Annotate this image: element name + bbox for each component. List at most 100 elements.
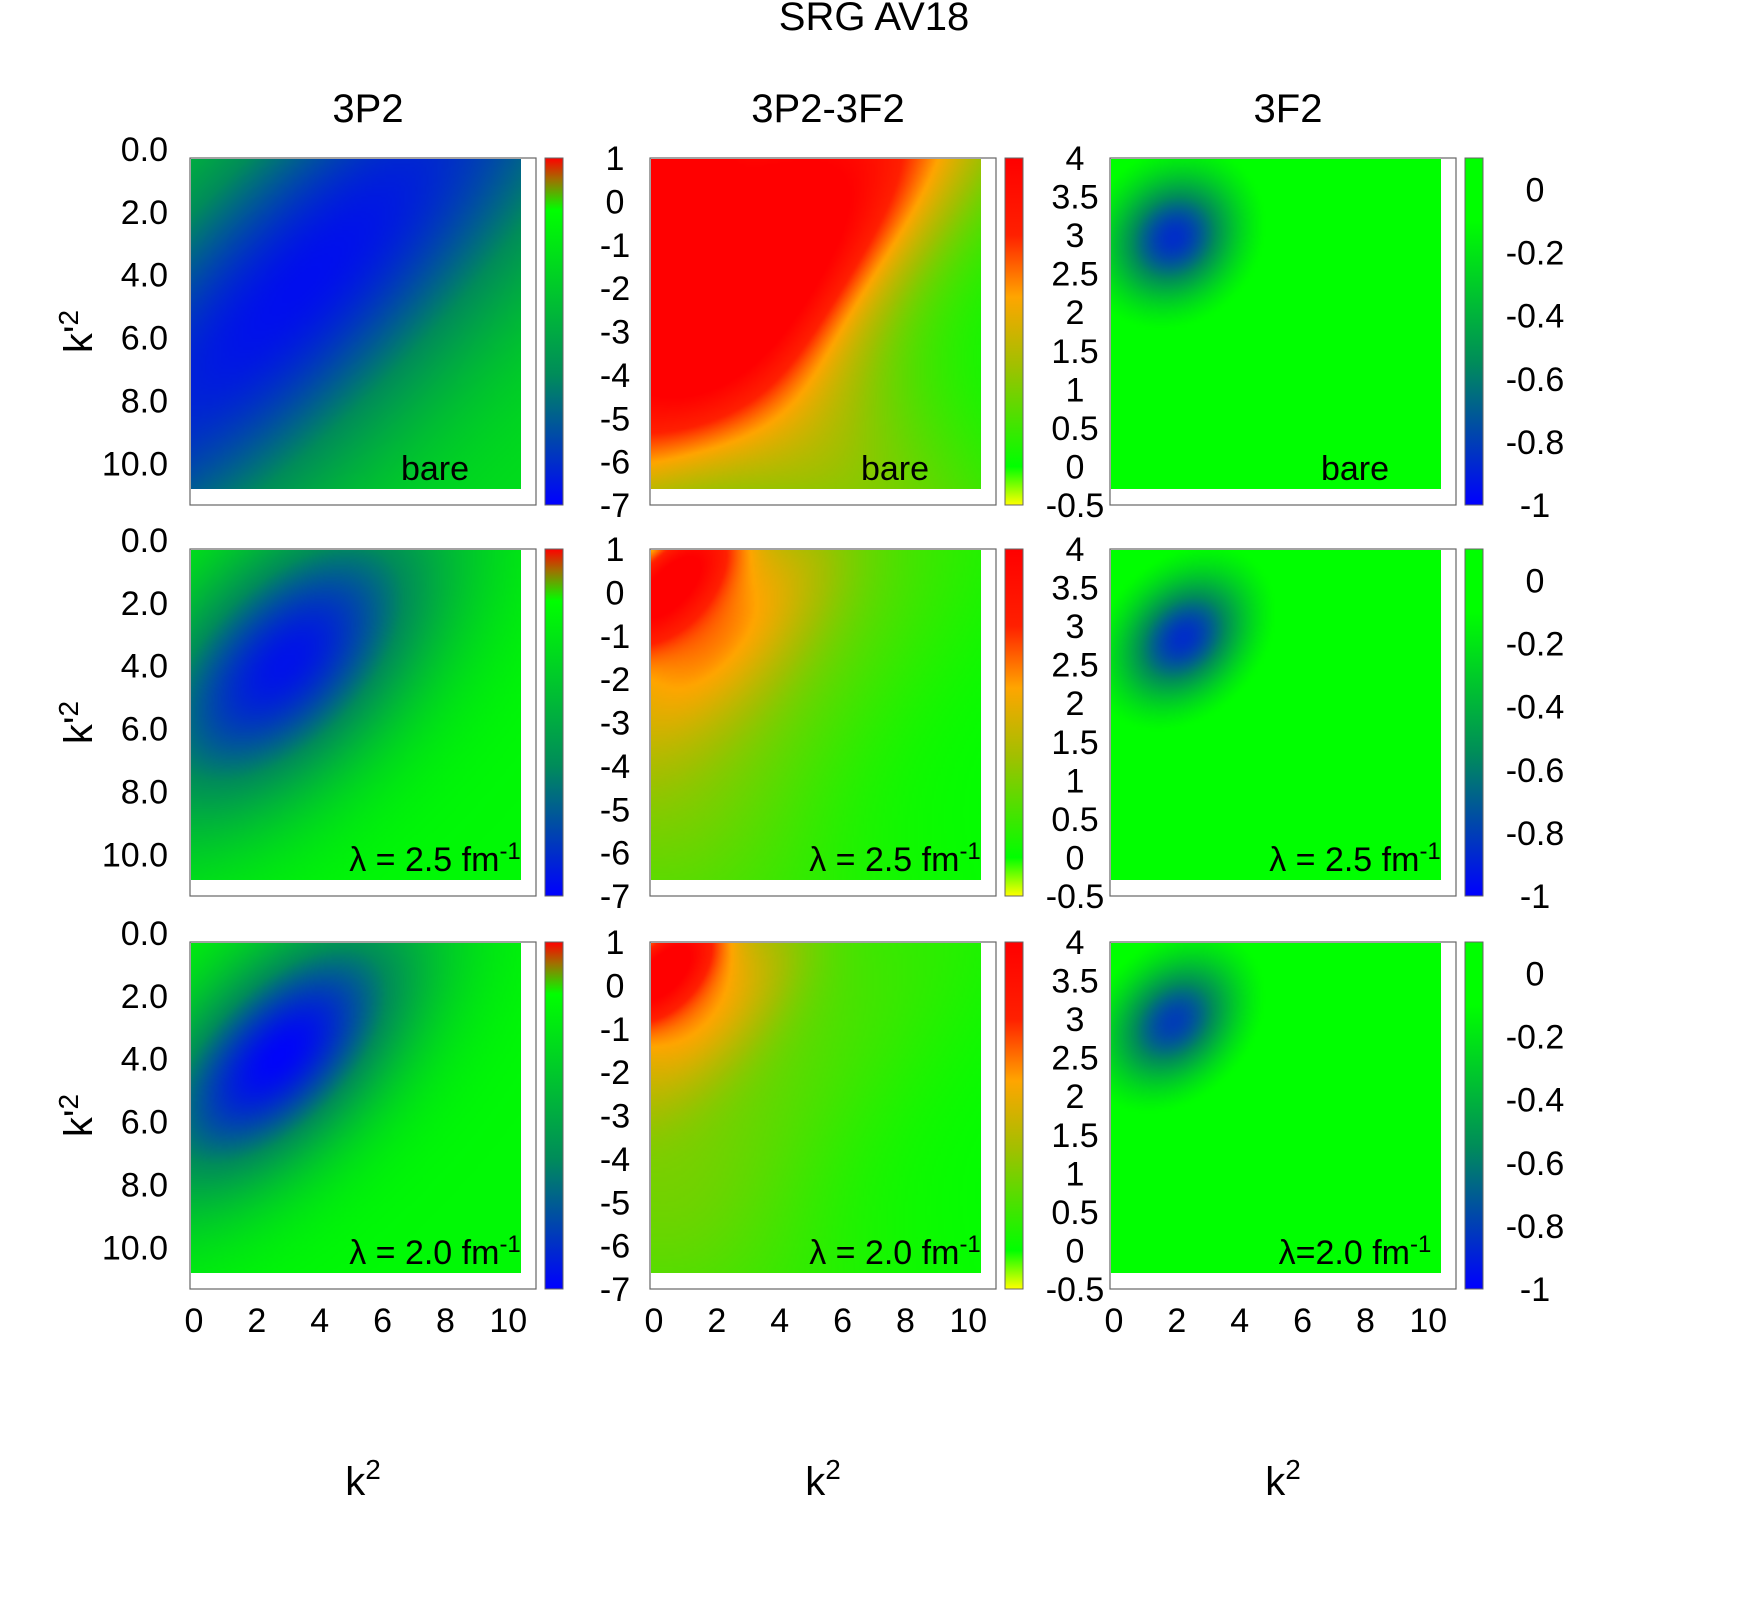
heatmap-image bbox=[1111, 943, 1441, 1273]
colorbar-tick-label: -0.6 bbox=[1506, 361, 1565, 399]
x-tick-label: 2 bbox=[247, 1302, 266, 1340]
y-tick-label: 8.0 bbox=[121, 773, 168, 811]
colorbar-tick-label: 2 bbox=[1066, 294, 1085, 332]
colorbar-tick-label: -0.2 bbox=[1506, 1019, 1565, 1057]
colorbar-tick-label: -0.5 bbox=[1046, 487, 1105, 525]
heatmap-panel: bare 0 -0.2 -0.4 -0.6 -0.8 -1 bbox=[1109, 157, 1565, 525]
colorbar-tick-label: -0.8 bbox=[1506, 424, 1565, 462]
x-axis-label: k2 bbox=[805, 1454, 841, 1504]
colorbar-tick-label: -0.5 bbox=[1046, 1271, 1105, 1309]
colorbar bbox=[1004, 157, 1024, 506]
colorbar-tick-label: 4 bbox=[1066, 140, 1085, 178]
colorbar-tick-label: 2 bbox=[1066, 1078, 1085, 1116]
x-tick-label: 0 bbox=[185, 1302, 204, 1340]
heatmap-image bbox=[1111, 550, 1441, 880]
colorbar-tick-label: 3.5 bbox=[1051, 570, 1098, 608]
y-tick-label: 10.0 bbox=[102, 1229, 168, 1267]
colorbar-tick-label: 1 bbox=[606, 140, 625, 178]
colorbar-tick-label: 0 bbox=[1526, 956, 1545, 994]
colorbar-tick-label: -6 bbox=[600, 1228, 630, 1266]
y-axis-label: k'2 bbox=[53, 1094, 101, 1137]
colorbar-tick-label: -0.8 bbox=[1506, 1208, 1565, 1246]
y-tick-label: 8.0 bbox=[121, 1166, 168, 1204]
colorbar bbox=[544, 157, 564, 506]
colorbar-tick-label: -7 bbox=[600, 1271, 630, 1309]
panel-label: λ = 2.5 fm-1 bbox=[1269, 838, 1441, 879]
colorbar-tick-label: -1 bbox=[600, 1011, 630, 1049]
colorbar-tick-label: -1 bbox=[1520, 1271, 1550, 1309]
colorbar bbox=[1464, 157, 1484, 506]
colorbar-tick-label: 2.5 bbox=[1051, 256, 1098, 294]
colorbar bbox=[1464, 548, 1484, 897]
colorbar-tick-label: 3.5 bbox=[1051, 179, 1098, 217]
colorbar-tick-label: 2.5 bbox=[1051, 647, 1098, 685]
y-tick-label: 0.0 bbox=[121, 522, 168, 560]
colorbar-tick-label: 4 bbox=[1066, 924, 1085, 962]
colorbar-tick-label: 1.5 bbox=[1051, 333, 1098, 371]
colorbar-tick-label: 1.5 bbox=[1051, 724, 1098, 762]
colorbar-tick-label: -6 bbox=[600, 444, 630, 482]
colorbar-tick-label: -0.6 bbox=[1506, 752, 1565, 790]
heatmap-panel: λ = 2.5 fm-1 0 -0.2 -0.4 -0.6 -0.8 -1 bbox=[1109, 548, 1565, 916]
colorbar-tick-label: -1 bbox=[1520, 878, 1550, 916]
colorbar-tick-label: -0.2 bbox=[1506, 626, 1565, 664]
colorbar bbox=[544, 548, 564, 897]
colorbar-tick-label: 0 bbox=[1066, 1232, 1085, 1270]
x-tick-label: 8 bbox=[1356, 1302, 1375, 1340]
colorbar bbox=[1464, 941, 1484, 1290]
x-tick-label: 4 bbox=[770, 1302, 789, 1340]
heatmap-panel: λ = 2.5 fm-1 1 0 -1 -2 -3 -4 -5 -6 -7 bbox=[189, 531, 630, 916]
x-tick-label: 0 bbox=[645, 1302, 664, 1340]
heatmap-image bbox=[651, 159, 981, 489]
colorbar-tick-label: 0 bbox=[1526, 172, 1545, 210]
colorbar-tick-label: -0.5 bbox=[1046, 878, 1105, 916]
y-tick-label: 8.0 bbox=[121, 382, 168, 420]
y-tick-label: 10.0 bbox=[102, 836, 168, 874]
colorbar-tick-label: 1.5 bbox=[1051, 1117, 1098, 1155]
colorbar-tick-label: 2 bbox=[1066, 685, 1085, 723]
y-tick-label: 10.0 bbox=[102, 445, 168, 483]
colorbar-tick-label: 0 bbox=[1066, 839, 1085, 877]
x-tick-label: 4 bbox=[310, 1302, 329, 1340]
colorbar-tick-label: 1 bbox=[1066, 1155, 1085, 1193]
column-title: 3P2 bbox=[332, 87, 403, 131]
colorbar-tick-label: -1 bbox=[1520, 487, 1550, 525]
colorbar-tick-label: 1 bbox=[606, 924, 625, 962]
colorbar-tick-label: 1 bbox=[1066, 762, 1085, 800]
panel-label: λ = 2.5 fm-1 bbox=[349, 838, 521, 879]
x-tick-label: 6 bbox=[1293, 1302, 1312, 1340]
colorbar-tick-label: 3.5 bbox=[1051, 963, 1098, 1001]
heatmap-panel: bare 43.532.521.510.50-0.5 bbox=[649, 140, 1105, 525]
y-tick-label: 4.0 bbox=[121, 257, 168, 295]
colorbar bbox=[1004, 548, 1024, 897]
panel-label: bare bbox=[401, 450, 469, 488]
heatmap-panel: λ = 2.0 fm-1 43.532.521.510.50-0.5 bbox=[649, 924, 1105, 1309]
x-tick-label: 4 bbox=[1230, 1302, 1249, 1340]
panel-label: λ=2.0 fm-1 bbox=[1279, 1231, 1432, 1272]
colorbar-tick-label: -2 bbox=[600, 270, 630, 308]
x-axis-label: k2 bbox=[1265, 1454, 1301, 1504]
x-tick-label: 6 bbox=[833, 1302, 852, 1340]
colorbar-tick-label: -5 bbox=[600, 791, 630, 829]
heatmap-panel: λ=2.0 fm-1 0 -0.2 -0.4 -0.6 -0.8 -1 bbox=[1109, 941, 1565, 1309]
heatmap-image bbox=[191, 943, 521, 1273]
x-tick-label: 10 bbox=[1409, 1302, 1447, 1340]
colorbar-tick-label: -0.4 bbox=[1506, 689, 1565, 727]
heatmap-panel: bare 1 0 -1 -2 -3 -4 -5 -6 -7 bbox=[189, 140, 630, 525]
x-tick-label: 10 bbox=[949, 1302, 987, 1340]
colorbar-tick-label: 0 bbox=[606, 574, 625, 612]
colorbar-tick-label: -5 bbox=[600, 1184, 630, 1222]
colorbar-tick-label: -0.2 bbox=[1506, 235, 1565, 273]
colorbar-tick-label: -3 bbox=[600, 1098, 630, 1136]
panel-label: bare bbox=[1321, 450, 1389, 488]
colorbar-tick-label: 3 bbox=[1066, 608, 1085, 646]
colorbar-tick-label: 4 bbox=[1066, 531, 1085, 569]
colorbar-tick-label: -2 bbox=[600, 661, 630, 699]
x-tick-label: 8 bbox=[436, 1302, 455, 1340]
colorbar-tick-label: 0.5 bbox=[1051, 1194, 1098, 1232]
panel-label: bare bbox=[861, 450, 929, 488]
colorbar-tick-label: -1 bbox=[600, 618, 630, 656]
colorbar-tick-label: -7 bbox=[600, 878, 630, 916]
colorbar-tick-label: -0.6 bbox=[1506, 1145, 1565, 1183]
